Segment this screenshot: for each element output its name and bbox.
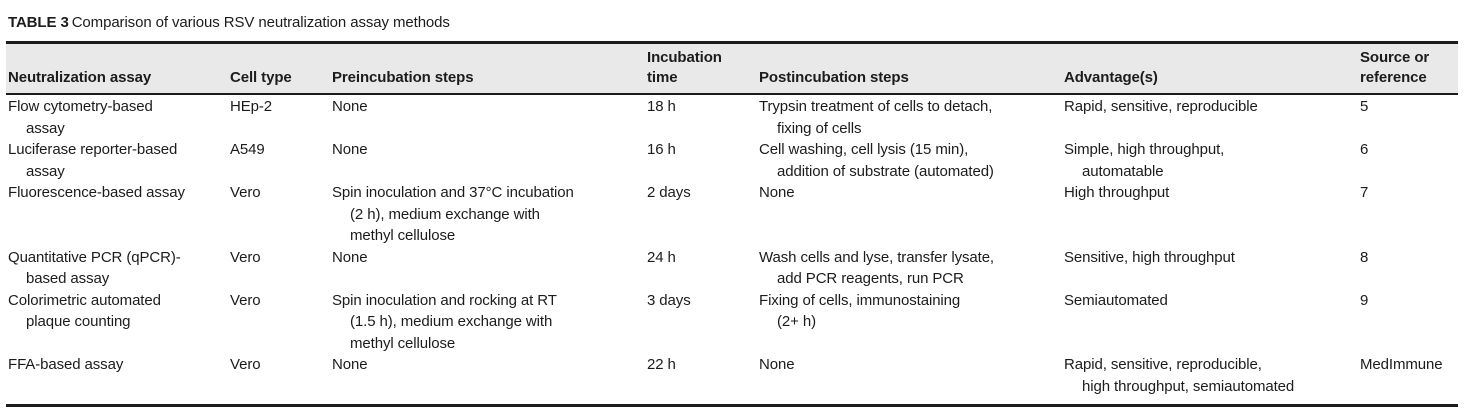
cell-assay: FFA-based assay: [8, 356, 124, 373]
cell-incubation-time: 18 h: [647, 98, 676, 115]
col-header-preincubation-steps: Preincubation steps: [330, 44, 645, 95]
table-row: FFA-based assay Vero None 22 h None Rapi…: [6, 354, 1458, 400]
cell-cell-type: Vero: [230, 248, 261, 266]
table-row: Quantitative PCR (qPCR)- based assay Ver…: [6, 247, 1458, 290]
cell-postincubation: Wash cells and lyse, transfer lysate, ad…: [759, 248, 995, 288]
cell-advantages: Rapid, sensitive, reproducible: [1064, 98, 1258, 115]
cell-incubation-time: 3 days: [647, 291, 691, 309]
cell-cell-type: Vero: [230, 291, 261, 309]
cell-source: 7: [1360, 184, 1369, 201]
table-title: TABLE 3 Comparison of various RSV neutral…: [6, 0, 1471, 41]
col-header-advantages: Advantage(s): [1062, 44, 1358, 95]
cell-preincubation: None: [332, 141, 368, 158]
cell-advantages: Sensitive, high throughput: [1064, 248, 1235, 266]
cell-assay: Luciferase reporter-based assay: [8, 141, 178, 180]
cell-source: 5: [1360, 98, 1369, 115]
table-number: TABLE 3: [8, 14, 69, 31]
cell-postincubation: Trypsin treatment of cells to detach, fi…: [759, 98, 993, 137]
header-row: Neutralization assay Cell type Preincuba…: [6, 44, 1458, 95]
col-header-source-reference: Source or reference: [1358, 44, 1458, 95]
cell-assay: Quantitative PCR (qPCR)- based assay: [8, 248, 181, 288]
cell-cell-type: HEp-2: [230, 98, 273, 115]
cell-cell-type: Vero: [230, 356, 261, 373]
cell-incubation-time: 22 h: [647, 356, 676, 373]
cell-postincubation: Cell washing, cell lysis (15 min), addit…: [759, 141, 994, 180]
bottom-rule: [6, 404, 1458, 407]
cell-advantages: Semiautomated: [1064, 291, 1168, 309]
cell-preincubation: None: [332, 98, 368, 115]
cell-assay: Fluorescence-based assay: [8, 184, 185, 201]
cell-cell-type: A549: [230, 141, 265, 158]
cell-preincubation: Spin inoculation and 37°C incubation (2 …: [332, 184, 574, 244]
cell-advantages: Simple, high throughput, automatable: [1064, 141, 1225, 180]
col-header-incubation-time: Incubation time: [645, 44, 757, 95]
table-row: Fluorescence-based assay Vero Spin inocu…: [6, 182, 1458, 247]
col-header-neutralization-assay: Neutralization assay: [6, 44, 228, 95]
cell-incubation-time: 2 days: [647, 184, 691, 201]
cell-source: 8: [1360, 248, 1369, 266]
cell-advantages: Rapid, sensitive, reproducible, high thr…: [1064, 356, 1295, 395]
table-caption: Comparison of various RSV neutralization…: [71, 14, 450, 31]
col-header-cell-type: Cell type: [228, 44, 330, 95]
col-header-postincubation-steps: Postincubation steps: [757, 44, 1062, 95]
cell-postincubation: Fixing of cells, immunostaining (2+ h): [759, 291, 961, 331]
cell-assay: Flow cytometry-based assay: [8, 98, 153, 137]
cell-source: 6: [1360, 141, 1369, 158]
table-row: Luciferase reporter-based assay A549 Non…: [6, 139, 1458, 182]
cell-source: MedImmune: [1360, 356, 1443, 373]
cell-postincubation: None: [759, 184, 795, 201]
cell-assay: Colorimetric automated plaque counting: [8, 291, 161, 331]
cell-advantages: High throughput: [1064, 184, 1170, 201]
cell-cell-type: Vero: [230, 184, 261, 201]
cell-preincubation: None: [332, 248, 368, 266]
table-row: Colorimetric automated plaque counting V…: [6, 290, 1458, 355]
cell-preincubation: Spin inoculation and rocking at RT (1.5 …: [332, 291, 557, 352]
cell-preincubation: None: [332, 356, 368, 373]
table-row: Flow cytometry-based assay HEp-2 None 18…: [6, 94, 1458, 139]
cell-incubation-time: 16 h: [647, 141, 676, 158]
cell-incubation-time: 24 h: [647, 248, 676, 266]
comparison-table: Neutralization assay Cell type Preincuba…: [6, 44, 1458, 400]
cell-source: 9: [1360, 291, 1369, 309]
top-rule: [6, 41, 1458, 44]
cell-postincubation: None: [759, 356, 795, 373]
